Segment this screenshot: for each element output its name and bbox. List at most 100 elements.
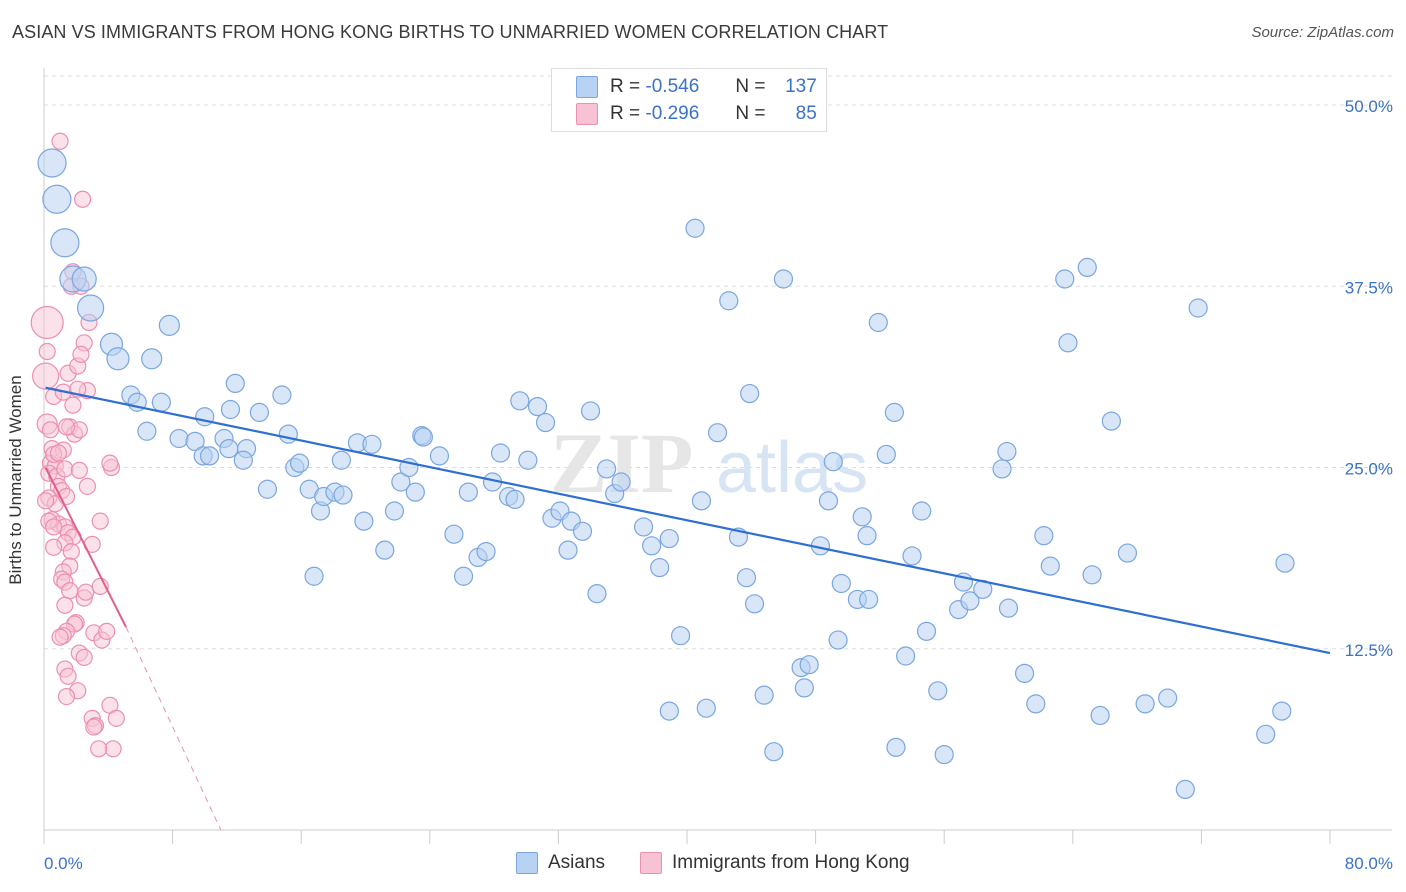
hk-point <box>78 477 97 495</box>
asians-point <box>1188 298 1208 318</box>
asians-point <box>736 568 757 588</box>
asians-point <box>685 218 705 238</box>
asians-point <box>413 427 433 447</box>
asians-point <box>934 744 954 765</box>
asians-point <box>611 472 631 492</box>
asians-point <box>896 646 916 666</box>
asians-point <box>272 385 292 405</box>
asians-point <box>828 630 848 650</box>
r-value: -0.296 <box>645 103 700 124</box>
r-value: -0.546 <box>645 76 700 97</box>
asians-point <box>558 540 578 560</box>
asians-point <box>1135 694 1155 714</box>
hk-point <box>91 512 109 530</box>
asians-point <box>696 698 716 718</box>
asians-point <box>707 423 728 443</box>
asians-point <box>597 459 617 479</box>
hk-swatch <box>640 852 662 874</box>
asians-point <box>1040 556 1060 576</box>
n-value: 85 <box>795 103 817 124</box>
asians-point <box>587 584 607 604</box>
asians-swatch <box>516 852 538 874</box>
trend-lines <box>44 386 1331 831</box>
legend-row-hk: R = -0.296 N = 85 <box>576 102 817 126</box>
hk-point <box>56 596 74 614</box>
asians-point <box>1090 705 1110 726</box>
asians-point <box>354 511 374 531</box>
hk-point <box>56 460 74 478</box>
asians-point <box>71 266 97 292</box>
correlation-legend: R = -0.546 N = 137 R = -0.296 N = 85 <box>551 68 827 132</box>
asians-point <box>50 228 80 258</box>
asians-point <box>333 485 353 505</box>
asians-point <box>518 450 538 470</box>
asians-point <box>740 383 760 404</box>
asians-point <box>151 392 171 412</box>
asians-point <box>884 402 904 422</box>
hk-point <box>64 396 82 414</box>
asians-point <box>490 443 511 463</box>
asians-point <box>1175 779 1195 800</box>
hk-point <box>59 667 77 685</box>
hk-point <box>45 518 63 536</box>
series-legend: Asians Immigrants from Hong Kong <box>0 852 1406 878</box>
hk-point <box>51 628 69 646</box>
asians-point <box>1034 526 1054 546</box>
asians-point <box>1272 701 1292 721</box>
asians-point <box>375 540 395 560</box>
asians-point <box>857 526 877 546</box>
asians-point <box>928 681 948 701</box>
asians-point <box>476 541 496 562</box>
hk-point <box>61 582 79 600</box>
tick-labels: 12.5% 25.0% 37.5% 50.0% 0.0% 80.0% <box>44 97 1393 873</box>
asians-point <box>444 524 464 544</box>
asians-point <box>823 452 843 472</box>
hk-point <box>37 492 55 510</box>
asians-point <box>458 482 478 502</box>
asians-point <box>1082 565 1102 585</box>
asians-trend-line <box>45 386 1331 655</box>
asians-point <box>219 439 239 459</box>
grid-lines <box>44 75 1392 650</box>
hk-point <box>104 740 122 758</box>
asians-point <box>257 479 278 499</box>
hk-point <box>70 461 88 479</box>
hk-swatch <box>576 103 598 125</box>
asians-point <box>185 431 205 451</box>
hk-point <box>57 418 76 436</box>
asians-point <box>304 566 324 586</box>
hk-point <box>101 454 119 472</box>
asians-point <box>1117 543 1138 563</box>
asians-point <box>1158 688 1178 708</box>
asians-point <box>384 501 405 521</box>
hk-point <box>30 305 64 340</box>
asians-point <box>744 594 765 614</box>
asians-swatch <box>576 76 598 98</box>
y-tick-label: 37.5% <box>1345 278 1393 297</box>
hk-point <box>85 718 103 736</box>
asians-point <box>1026 694 1046 714</box>
asians-point <box>1055 269 1075 289</box>
asians-point <box>535 412 556 433</box>
asians-point <box>868 312 888 333</box>
asians-point <box>998 598 1019 618</box>
asians-point <box>233 450 253 470</box>
hk-point <box>77 583 95 601</box>
asians-point <box>916 621 937 641</box>
asians-point <box>773 269 794 289</box>
asians-point <box>831 573 851 594</box>
hk-trend-extension <box>125 626 222 831</box>
asians-point <box>852 507 872 527</box>
asians-point <box>997 441 1017 462</box>
asians-point <box>719 291 739 311</box>
asians-point <box>199 446 220 466</box>
hk-point <box>45 538 63 556</box>
asians-point <box>37 148 67 178</box>
asians-point <box>391 472 411 492</box>
hk-point <box>107 709 125 727</box>
legend-item-asians[interactable]: Asians <box>516 852 605 874</box>
legend-item-hk[interactable]: Immigrants from Hong Kong <box>640 852 910 874</box>
series-hk-points <box>30 132 125 758</box>
hk-point <box>32 362 60 390</box>
